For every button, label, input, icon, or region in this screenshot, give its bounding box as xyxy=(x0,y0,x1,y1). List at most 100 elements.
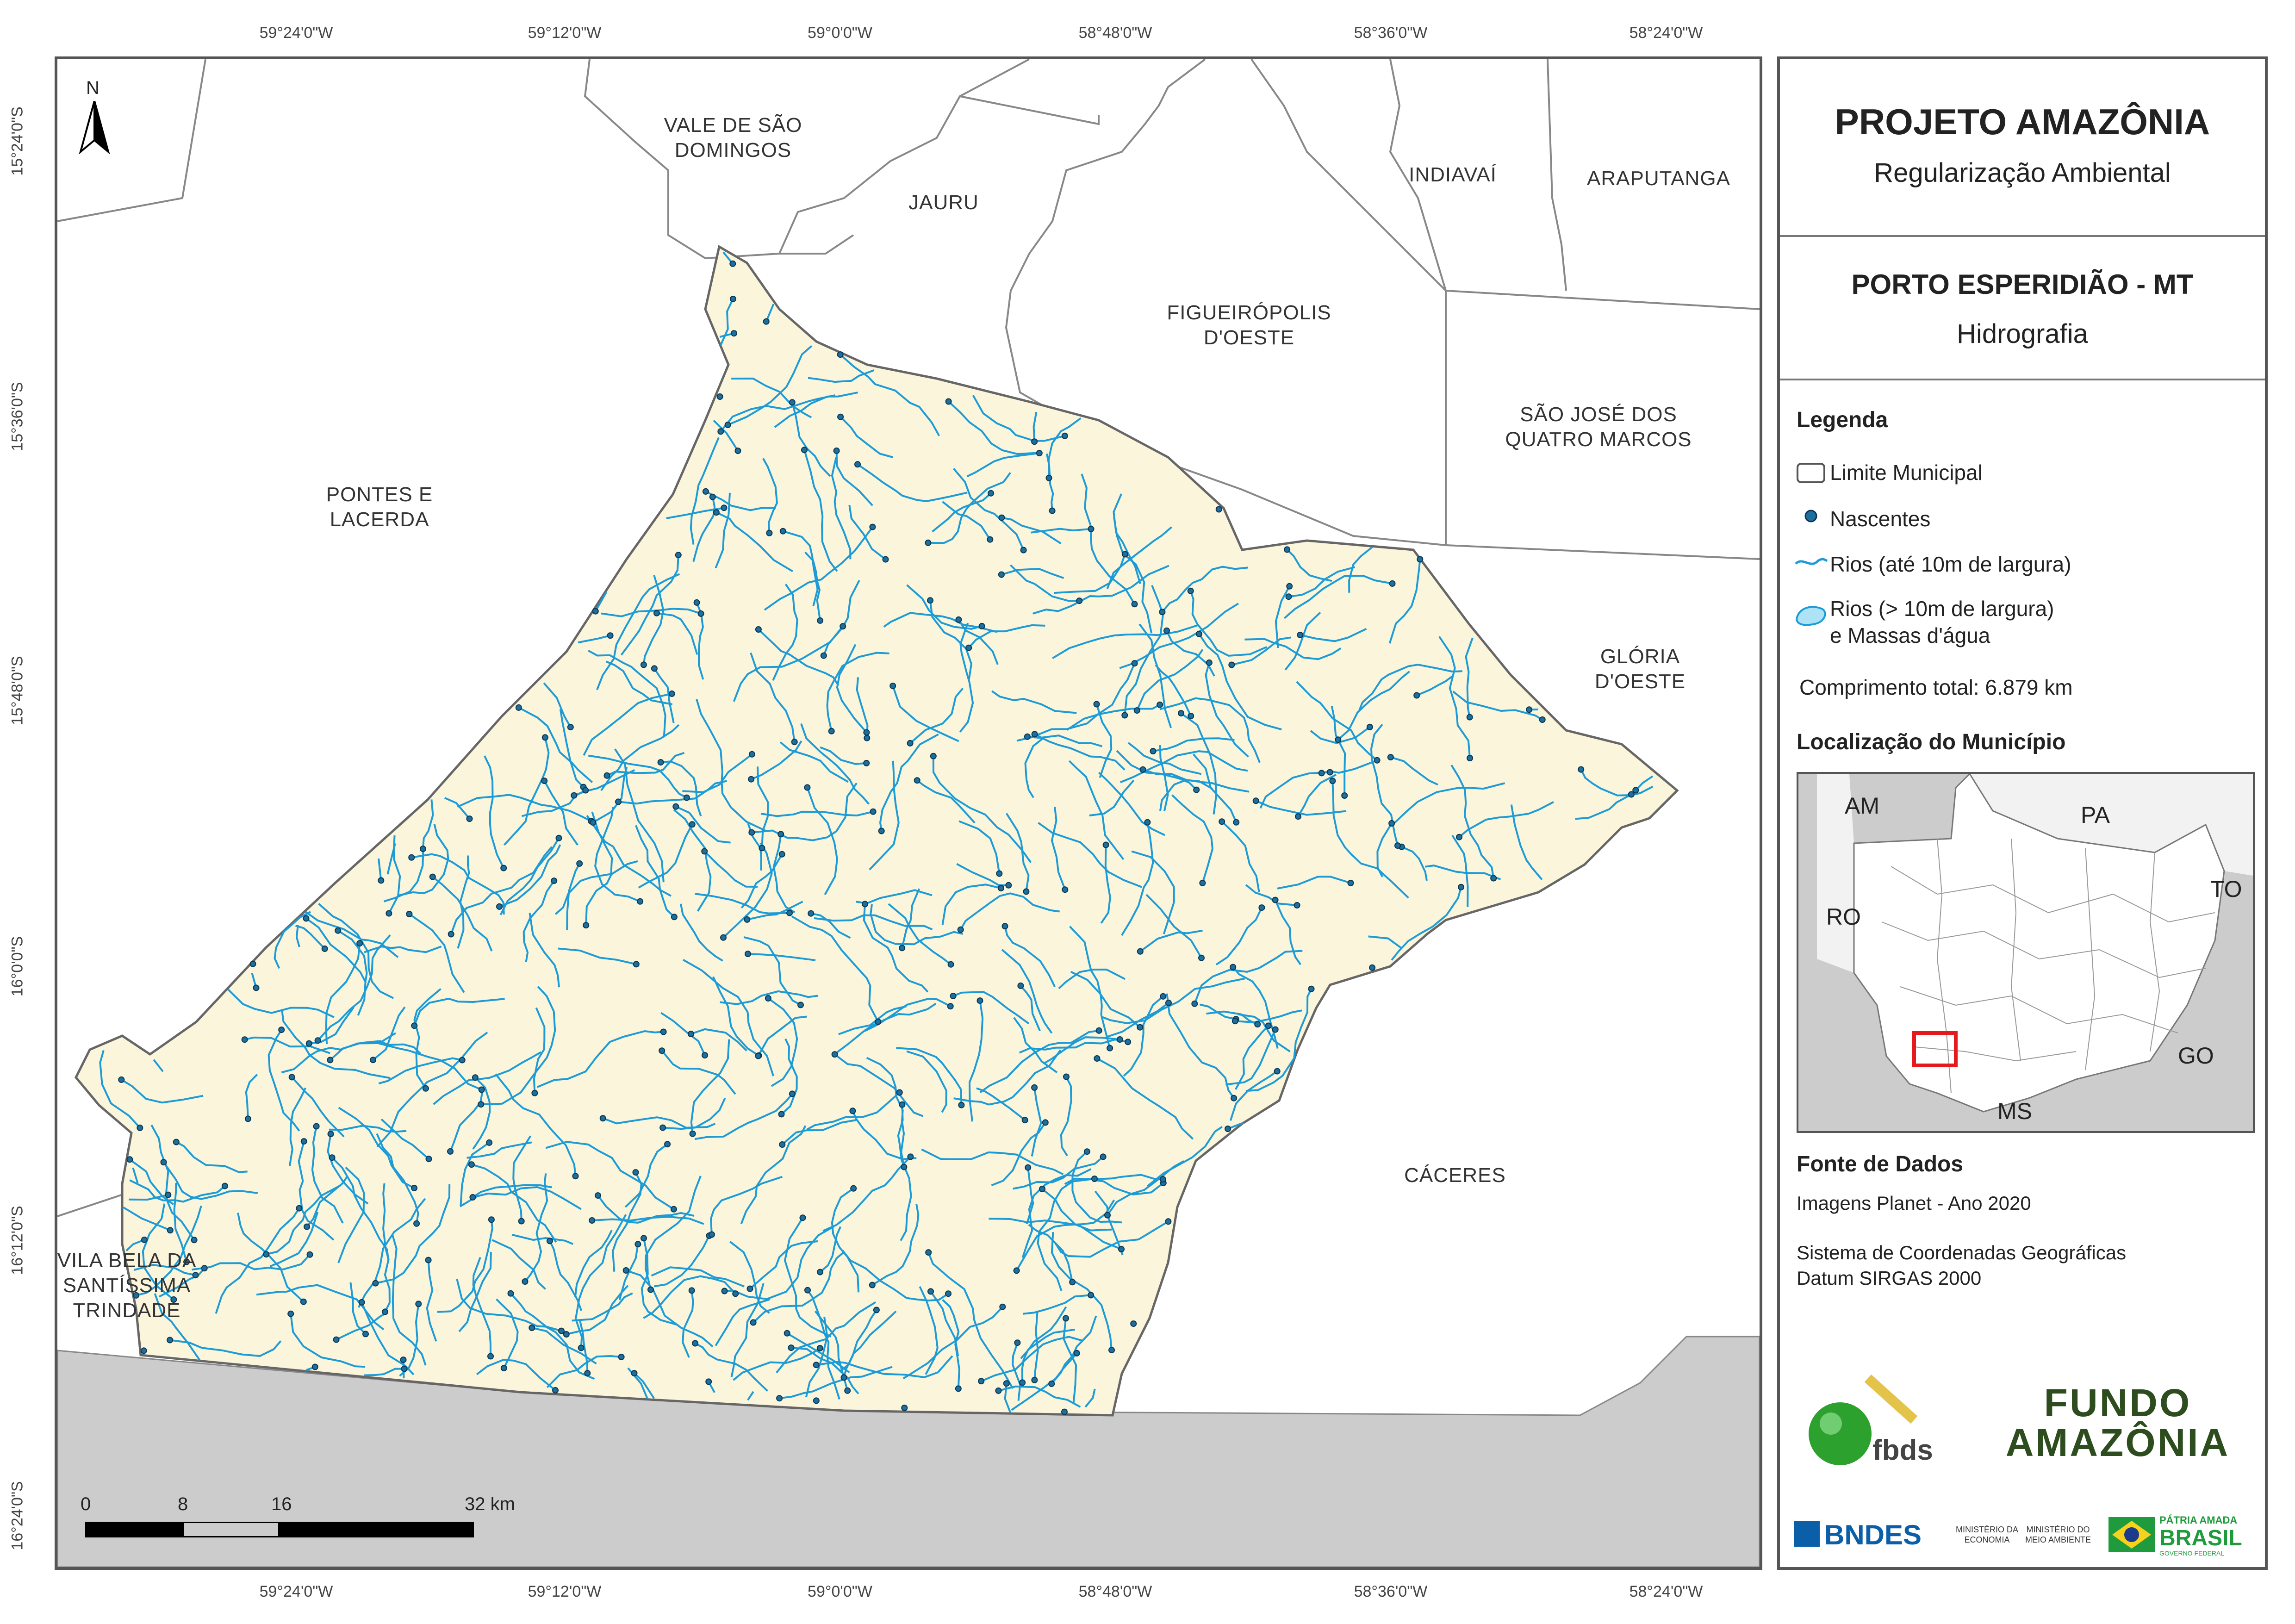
river-segment xyxy=(896,1047,963,1105)
spring-point xyxy=(729,295,736,302)
river-segment xyxy=(472,1184,552,1198)
spring-point xyxy=(907,1153,914,1160)
river-segment xyxy=(1070,971,1141,1028)
spring-point xyxy=(1131,660,1138,667)
spring-point xyxy=(869,523,876,530)
river-segment xyxy=(919,1286,939,1375)
river-segment xyxy=(638,824,693,889)
river-segment xyxy=(134,1263,196,1276)
river-segment xyxy=(1229,1070,1278,1121)
river-segment xyxy=(602,1116,716,1129)
spring-point xyxy=(978,1378,985,1385)
river-segment xyxy=(808,369,875,383)
spring-point xyxy=(1073,1350,1080,1356)
river-segment xyxy=(481,986,556,1106)
river-segment xyxy=(409,913,465,993)
bndes-icon xyxy=(1794,1521,1820,1547)
river-segment xyxy=(1296,681,1378,761)
spring-point xyxy=(1042,1119,1049,1126)
river-segment xyxy=(680,903,723,962)
spring-point xyxy=(356,940,363,947)
spring-point xyxy=(755,626,762,633)
scale-label: 32 km xyxy=(465,1494,515,1514)
river-segment xyxy=(713,419,739,452)
river-segment xyxy=(870,904,964,946)
spring-point xyxy=(748,829,755,836)
river-segment xyxy=(831,456,852,560)
river-segment xyxy=(1068,760,1125,860)
river-segment xyxy=(695,1342,768,1392)
river-segment xyxy=(153,1059,164,1072)
municipality-label-pontes-e-lacerda: PONTES E LACERDA xyxy=(326,483,433,531)
river-segment xyxy=(696,699,767,832)
river-segment xyxy=(245,1074,258,1119)
river-segment xyxy=(653,668,675,723)
spring-point xyxy=(1061,432,1068,439)
river-segment xyxy=(779,741,849,783)
spring-point xyxy=(1031,1376,1038,1383)
north-arrow-icon xyxy=(79,101,110,155)
spring-point xyxy=(901,1164,908,1170)
map-frame[interactable]: VALE DE SÃO DOMINGOS JAURU INDIAVAÍ ARAPU… xyxy=(55,56,1762,1570)
river-segment xyxy=(1145,894,1202,958)
river-segment xyxy=(863,904,929,993)
spring-point xyxy=(907,740,914,747)
spring-point xyxy=(487,1353,494,1360)
river-segment xyxy=(840,416,894,459)
scale-bar: 0 8 16 32 km xyxy=(71,1494,525,1559)
spring-point xyxy=(1130,1320,1137,1327)
river-segment xyxy=(596,573,680,691)
river-segment xyxy=(747,1391,754,1401)
spring-point xyxy=(448,931,454,938)
spring-point xyxy=(603,772,610,779)
scale-segment xyxy=(182,1522,280,1537)
spring-point xyxy=(572,1173,579,1180)
river-segment xyxy=(968,1000,984,1122)
spring-point xyxy=(1021,1117,1028,1124)
spring-point xyxy=(1254,1021,1261,1028)
spring-point xyxy=(378,877,385,884)
river-segment xyxy=(472,1076,491,1150)
spring-point xyxy=(592,608,599,615)
spring-point xyxy=(1388,820,1395,827)
river-segment xyxy=(929,600,972,680)
river-segment xyxy=(413,997,505,1026)
spring-point xyxy=(411,1022,418,1029)
river-segment xyxy=(1238,1013,1291,1052)
river-segment xyxy=(411,853,505,915)
inset-municipal-lines xyxy=(1881,838,2215,1094)
river-segment xyxy=(822,579,860,656)
spring-point xyxy=(618,1354,625,1360)
spring-point xyxy=(472,1074,479,1081)
spring-point xyxy=(1088,1292,1095,1299)
spring-point xyxy=(1374,757,1381,764)
spring-point xyxy=(744,951,751,958)
river-segment xyxy=(499,844,561,908)
spring-point xyxy=(965,644,972,651)
spring-point xyxy=(804,784,811,791)
river-segment xyxy=(921,1148,1064,1176)
river-segment xyxy=(942,1299,960,1389)
river-segment xyxy=(800,723,870,805)
spring-point xyxy=(370,1057,377,1064)
river-segment xyxy=(692,497,716,562)
spring-point xyxy=(321,945,328,952)
spring-point xyxy=(766,529,773,536)
spring-point xyxy=(1049,507,1056,514)
river-segment xyxy=(1225,1029,1276,1086)
spring-point xyxy=(779,528,786,535)
river-segment xyxy=(803,449,838,572)
spring-point xyxy=(657,759,664,766)
river-segment xyxy=(458,1252,492,1332)
river-segment xyxy=(460,1186,582,1210)
legend-panel: PROJETO AMAZÔNIA Regularização Ambiental… xyxy=(1777,56,2268,1570)
river-segment xyxy=(1010,564,1080,602)
river-segment xyxy=(1026,1167,1034,1225)
spring-point xyxy=(837,351,844,358)
river-segment xyxy=(833,1002,937,1056)
river-segment xyxy=(1205,662,1249,758)
spring-point xyxy=(306,1251,313,1258)
spring-point xyxy=(303,915,310,922)
spring-point xyxy=(1285,593,1292,600)
river-segment xyxy=(1127,742,1202,775)
